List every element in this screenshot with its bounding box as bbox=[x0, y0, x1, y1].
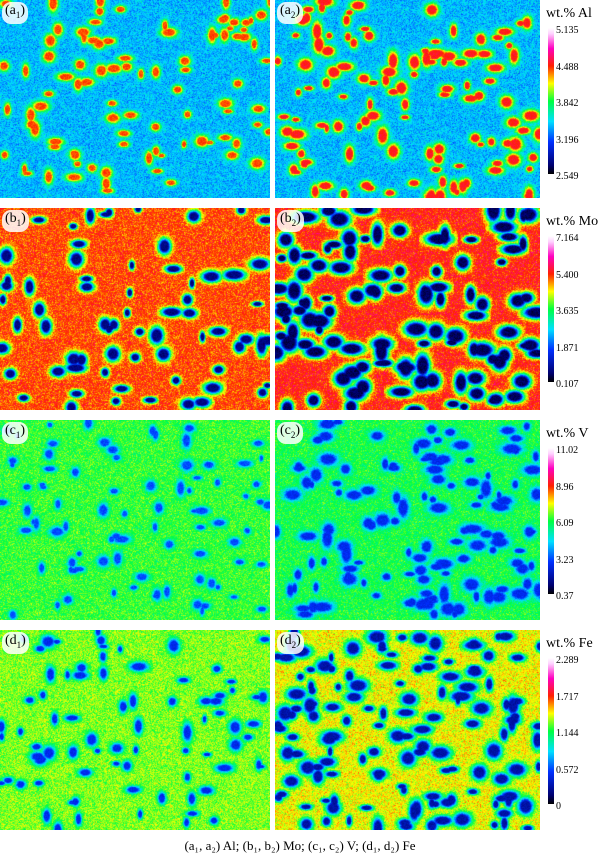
colorbar-tick-label: 4.488 bbox=[556, 61, 579, 73]
panel-label-paren: ) bbox=[21, 633, 26, 648]
colorbar-title: wt.% Fe bbox=[546, 636, 593, 651]
panel-label-paren: ) bbox=[296, 633, 301, 648]
panel-label-letter: (b bbox=[280, 211, 292, 226]
colorbar-tick-label: 5.135 bbox=[556, 25, 579, 36]
panel-label-a1: (a1) bbox=[2, 2, 29, 24]
colorbar-3: wt.% Fe 2.289 1.717 1.144 0.572 0 bbox=[544, 636, 600, 821]
element-map-c2 bbox=[275, 420, 540, 620]
colorbar-tick-label: 3.23 bbox=[556, 554, 574, 566]
colorbar-tick-label: 0.572 bbox=[556, 764, 579, 776]
colorbar-title: wt.% Mo bbox=[546, 214, 599, 229]
colorbar-0: wt.% Al 5.135 4.488 3.842 3.196 2.549 bbox=[544, 6, 600, 191]
colorbar-tick-label: 8.96 bbox=[556, 481, 574, 493]
colorbar-1: wt.% Mo 7.164 5.400 3.635 1.871 0.107 bbox=[544, 214, 600, 399]
element-map-a2 bbox=[275, 0, 540, 198]
colorbar-tick-label: 1.717 bbox=[556, 691, 579, 703]
panel-label-paren: ) bbox=[295, 3, 301, 18]
colorbar-tick-label: 3.196 bbox=[556, 134, 579, 146]
panel-label-b2: (b2) bbox=[277, 210, 304, 232]
panel-label-b1: (b1) bbox=[2, 210, 29, 232]
colorbar-tick-label: 0.107 bbox=[556, 379, 579, 390]
panel-label-subscript: 2 bbox=[291, 639, 297, 650]
colorbar-tick-label: 3.635 bbox=[556, 306, 579, 317]
colorbar-tick-label: 1.144 bbox=[556, 728, 579, 739]
panel-label-letter: (d bbox=[280, 633, 292, 648]
panel-label-subscript: 1 bbox=[15, 429, 21, 440]
panel-label-letter: (c bbox=[280, 423, 291, 438]
colorbar-gradient bbox=[548, 658, 554, 804]
colorbar-gradient bbox=[548, 28, 554, 174]
panel-label-d2: (d2) bbox=[277, 632, 304, 654]
panel-label-paren: ) bbox=[296, 211, 301, 226]
panel-label-c1: (c1) bbox=[2, 422, 29, 444]
panel-label-subscript: 2 bbox=[291, 217, 297, 228]
colorbar-gradient bbox=[548, 236, 554, 382]
colorbar-tick-label: 2.289 bbox=[556, 655, 579, 666]
panel-label-paren: ) bbox=[21, 211, 26, 226]
panel-label-subscript: 1 bbox=[15, 9, 21, 20]
panel-label-c2: (c2) bbox=[277, 422, 304, 444]
panel-label-subscript: 2 bbox=[290, 9, 296, 20]
colorbar-tick-label: 5.400 bbox=[556, 269, 579, 281]
colorbar-tick-label: 0.37 bbox=[556, 591, 574, 602]
panel-label-subscript: 2 bbox=[290, 429, 296, 440]
panel-label-subscript: 1 bbox=[16, 217, 22, 228]
element-map-d2 bbox=[275, 630, 540, 830]
colorbar-2: wt.% V 11.02 8.96 6.09 3.23 0.37 bbox=[544, 426, 600, 611]
element-map-d1 bbox=[0, 630, 270, 830]
panel-label-paren: ) bbox=[295, 423, 301, 438]
colorbar-tick-label: 6.09 bbox=[556, 518, 574, 529]
colorbar-tick-label: 7.164 bbox=[556, 233, 579, 244]
colorbar-tick-label: 3.842 bbox=[556, 98, 579, 109]
colorbar-tick-label: 0 bbox=[556, 801, 561, 812]
colorbar-tick-label: 2.549 bbox=[556, 171, 579, 182]
colorbar-title: wt.% V bbox=[546, 426, 589, 441]
panel-label-subscript: 1 bbox=[16, 639, 22, 650]
panel-label-letter: (a bbox=[5, 3, 16, 18]
panel-label-letter: (a bbox=[280, 3, 291, 18]
panel-label-letter: (c bbox=[5, 423, 16, 438]
panel-label-letter: (b bbox=[5, 211, 17, 226]
colorbar-title: wt.% Al bbox=[546, 6, 592, 21]
colorbar-gradient bbox=[548, 448, 554, 594]
panel-label-letter: (d bbox=[5, 633, 17, 648]
panel-label-paren: ) bbox=[20, 423, 26, 438]
colorbar-tick-label: 11.02 bbox=[556, 445, 579, 456]
figure-caption: (a₁, a₂) Al; (b₁, b₂) Mo; (c₁, c₂) V; (d… bbox=[184, 838, 416, 853]
element-map-c1 bbox=[0, 420, 270, 620]
panel-label-d1: (d1) bbox=[2, 632, 29, 654]
element-map-b2 bbox=[275, 208, 540, 410]
element-map-a1 bbox=[0, 0, 270, 198]
panel-label-paren: ) bbox=[20, 3, 26, 18]
element-map-b1 bbox=[0, 208, 270, 410]
panel-label-a2: (a2) bbox=[277, 2, 304, 24]
colorbar-tick-label: 1.871 bbox=[556, 342, 579, 354]
